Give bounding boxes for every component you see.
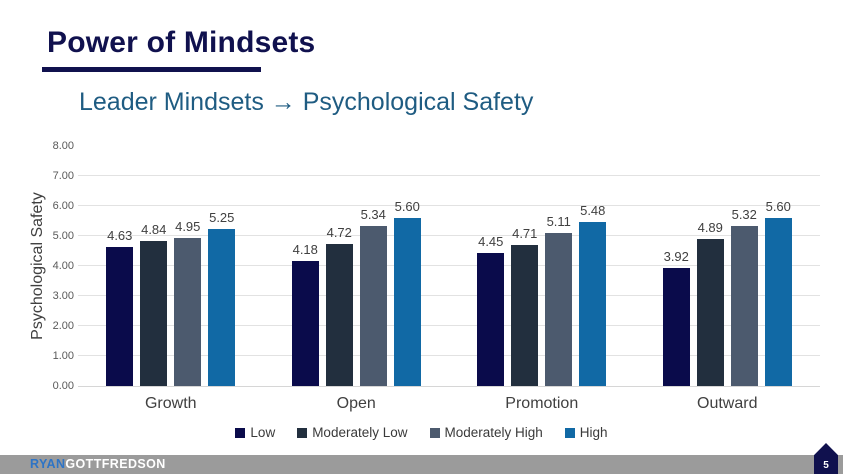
bar-value-label: 4.72 bbox=[326, 225, 352, 241]
bar bbox=[579, 221, 607, 386]
bar-chart: Psychological Safety 0.00 1.00 2.00 3.00 4.0… bbox=[0, 140, 843, 440]
bar-value-label: 5.25 bbox=[209, 209, 235, 225]
legend-item: Moderately Low bbox=[297, 425, 408, 440]
bar-value-label: 5.60 bbox=[765, 199, 791, 214]
gridline bbox=[78, 205, 820, 206]
bar-value-label: 4.63 bbox=[107, 228, 133, 244]
legend-label: Moderately High bbox=[444, 425, 543, 440]
x-axis-line bbox=[78, 386, 820, 387]
y-tick-label: 4.00 bbox=[52, 260, 74, 272]
bar bbox=[393, 218, 421, 386]
bar bbox=[511, 244, 539, 386]
chart-legend: Low Moderately Low Moderately High High bbox=[0, 425, 843, 440]
footer-bar: RYANGOTTFREDSON bbox=[0, 455, 843, 474]
bar-value-label: 5.11 bbox=[546, 213, 571, 229]
x-category-label: Growth bbox=[144, 395, 197, 412]
x-category-label: Open bbox=[336, 395, 376, 412]
y-tick-label: 7.00 bbox=[52, 170, 74, 182]
legend-swatch bbox=[297, 427, 308, 438]
y-tick-label: 0.00 bbox=[52, 380, 74, 392]
bar-value-label: 4.18 bbox=[292, 241, 318, 257]
bar bbox=[545, 232, 573, 386]
page-title: Power of Mindsets bbox=[47, 26, 316, 59]
bar bbox=[477, 252, 505, 386]
y-tick-label: 5.00 bbox=[52, 230, 74, 242]
bar-value-label: 5.60 bbox=[394, 199, 420, 214]
bar bbox=[140, 240, 168, 386]
y-tick-label: 1.00 bbox=[52, 350, 74, 362]
gridline bbox=[78, 175, 820, 176]
bar bbox=[730, 226, 758, 386]
legend-label: Low bbox=[250, 425, 276, 440]
title-underline bbox=[42, 67, 261, 72]
bar-value-label: 4.95 bbox=[175, 218, 201, 234]
x-category-label: Promotion bbox=[505, 395, 579, 412]
bar bbox=[764, 218, 792, 386]
bar bbox=[662, 268, 690, 386]
legend-item: Low bbox=[235, 425, 275, 440]
legend-item: High bbox=[564, 425, 608, 440]
slide-subtitle: Leader Mindsets → Psychological Safety bbox=[79, 88, 534, 116]
x-category-label: Outward bbox=[697, 395, 758, 412]
legend-swatch bbox=[429, 427, 440, 438]
bar-value-label: 5.34 bbox=[360, 206, 386, 222]
bar bbox=[359, 225, 387, 386]
plot-area: 4.63 4.84 4.95 5.25 4.18 4.72 5.34 5.60 4.45 4.71… bbox=[78, 146, 820, 387]
bar bbox=[208, 228, 236, 386]
legend-item: Moderately High bbox=[429, 425, 543, 440]
bar-value-label: 4.89 bbox=[697, 220, 723, 236]
bar bbox=[696, 239, 724, 386]
gridline bbox=[78, 355, 820, 356]
bar-value-label: 4.84 bbox=[141, 221, 167, 237]
y-tick-label: 2.00 bbox=[52, 320, 74, 332]
gridline bbox=[78, 295, 820, 296]
page-number: 5 bbox=[823, 460, 829, 471]
gridline bbox=[78, 265, 820, 266]
bar-value-label: 5.32 bbox=[731, 207, 757, 223]
bar-value-label: 5.48 bbox=[580, 202, 606, 218]
brand-logo: RYANGOTTFREDSON bbox=[30, 455, 166, 474]
bar-value-label: 3.92 bbox=[663, 249, 689, 265]
y-tick-label: 8.00 bbox=[52, 140, 74, 152]
legend-swatch bbox=[235, 427, 246, 438]
legend-swatch bbox=[564, 427, 575, 438]
gridline bbox=[78, 325, 820, 326]
gridline bbox=[78, 235, 820, 236]
y-axis-ticks: 0.00 1.00 2.00 3.00 4.00 5.00 6.00 7.00 8.00 bbox=[38, 140, 74, 392]
brand-last-name: GOTTFREDSON bbox=[65, 457, 166, 471]
bar bbox=[291, 260, 319, 386]
bar bbox=[106, 247, 134, 386]
x-axis-categories: Growth Open Promotion Outward bbox=[78, 395, 820, 417]
bar bbox=[325, 244, 353, 386]
y-tick-label: 6.00 bbox=[52, 200, 74, 212]
bar-value-label: 4.71 bbox=[512, 225, 538, 241]
brand-first-name: RYAN bbox=[30, 457, 66, 471]
y-tick-label: 3.00 bbox=[52, 290, 74, 302]
legend-label: High bbox=[579, 425, 608, 440]
bar-value-label: 4.45 bbox=[478, 233, 504, 249]
legend-label: Moderately Low bbox=[312, 425, 408, 440]
bar bbox=[174, 237, 202, 386]
